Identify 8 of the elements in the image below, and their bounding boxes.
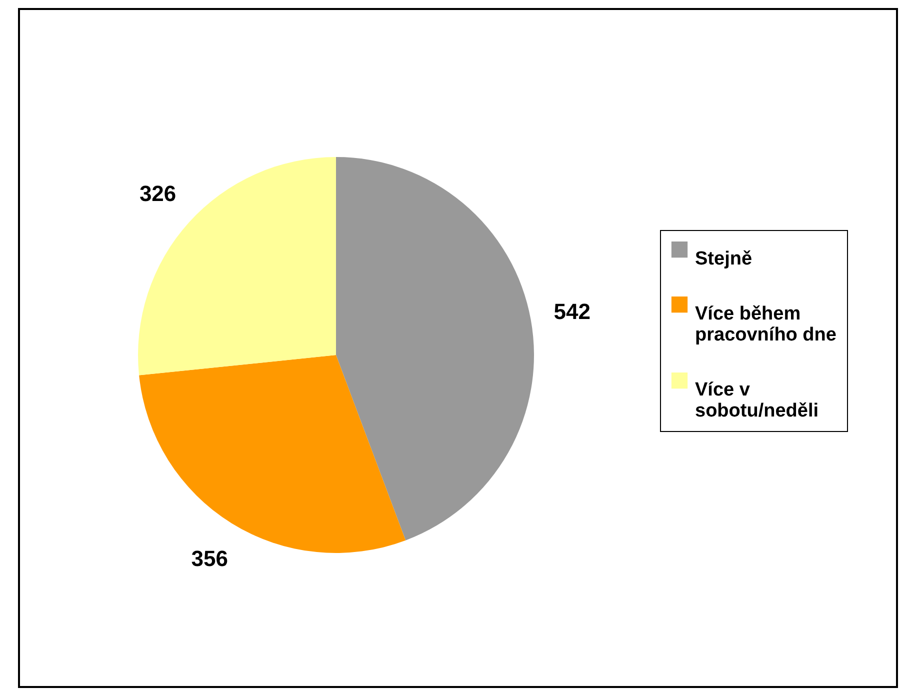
legend-label: Stejně [695, 248, 752, 270]
data-label: 356 [191, 546, 228, 572]
data-label: 326 [139, 181, 176, 206]
data-label: 542 [554, 299, 590, 324]
pie-slice [336, 157, 534, 540]
legend-label: Více během pracovního dne [695, 304, 836, 346]
legend-label: Více v sobotu/neděli [695, 380, 818, 422]
pie-slice [138, 157, 336, 376]
